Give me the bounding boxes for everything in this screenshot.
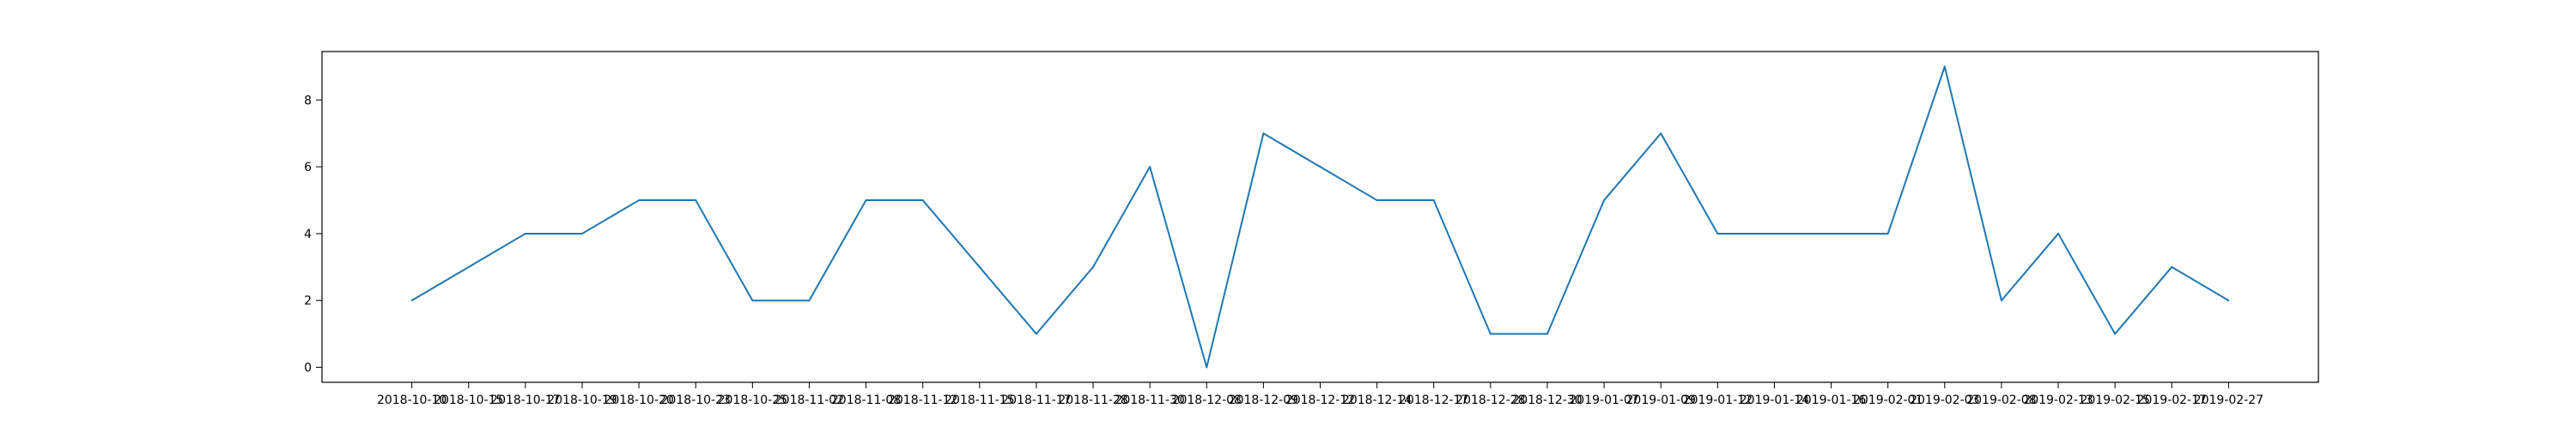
x-tick-label: 2018-11-12 xyxy=(888,393,957,407)
x-tick-label: 2018-12-14 xyxy=(1342,393,1412,407)
data-point xyxy=(751,299,754,302)
x-tick-label: 2018-10-17 xyxy=(490,393,560,407)
y-tick-label: 4 xyxy=(304,228,312,241)
y-tick-label: 8 xyxy=(304,94,312,107)
data-point xyxy=(410,299,413,302)
x-tick-label: 2019-01-14 xyxy=(1740,393,1809,407)
data-point xyxy=(2000,299,2002,302)
data-point xyxy=(1716,232,1719,235)
data-point xyxy=(978,265,981,268)
y-tick-label: 6 xyxy=(304,161,312,174)
x-tick-label: 2019-02-01 xyxy=(1853,393,1923,407)
x-axis: 2018-10-102018-10-152018-10-172018-10-19… xyxy=(377,382,2263,407)
x-tick-label: 2018-11-17 xyxy=(1001,393,1071,407)
data-point xyxy=(695,199,697,202)
x-tick-label: 2019-02-15 xyxy=(2080,393,2149,407)
data-point xyxy=(467,265,470,268)
data-point xyxy=(1546,332,1548,335)
data-point xyxy=(2114,332,2117,335)
data-point xyxy=(1773,232,1776,235)
data-point xyxy=(1206,366,1208,369)
data-point xyxy=(1830,232,1832,235)
x-tick-label: 2018-11-30 xyxy=(1115,393,1184,407)
x-tick-label: 2018-11-08 xyxy=(831,393,901,407)
x-tick-label: 2019-02-27 xyxy=(2194,393,2263,407)
x-tick-label: 2018-12-17 xyxy=(1399,393,1468,407)
x-tick-label: 2018-11-28 xyxy=(1058,393,1127,407)
x-tick-label: 2018-11-02 xyxy=(775,393,844,407)
data-point xyxy=(865,199,867,202)
x-tick-label: 2019-01-16 xyxy=(1796,393,1866,407)
x-tick-label: 2019-02-03 xyxy=(1910,393,1979,407)
plot-frame xyxy=(321,51,2319,383)
data-point xyxy=(1489,332,1492,335)
y-axis: 0 2 4 6 8 xyxy=(304,94,322,375)
x-tick-label: 2018-10-25 xyxy=(718,393,787,407)
data-point xyxy=(1886,232,1889,235)
data-point xyxy=(1262,132,1265,135)
data-point xyxy=(524,232,526,235)
data-point xyxy=(1432,199,1435,202)
x-tick-label: 2019-02-17 xyxy=(2137,393,2207,407)
x-tick-label: 2018-10-20 xyxy=(604,393,673,407)
x-tick-label: 2018-12-09 xyxy=(1229,393,1298,407)
x-tick-label: 2018-10-15 xyxy=(434,393,503,407)
x-tick-label: 2019-01-07 xyxy=(1569,393,1638,407)
data-point xyxy=(1660,132,1662,135)
x-tick-label: 2018-12-30 xyxy=(1512,393,1582,407)
data-point xyxy=(921,199,924,202)
x-tick-label: 2019-02-13 xyxy=(2023,393,2093,407)
data-point xyxy=(1376,199,1378,202)
x-tick-label: 2018-10-23 xyxy=(661,393,731,407)
data-point xyxy=(1603,199,1606,202)
data-point xyxy=(808,299,811,302)
data-point xyxy=(2227,299,2230,302)
x-tick-label: 2018-10-10 xyxy=(377,393,447,407)
x-tick-label: 2018-11-15 xyxy=(945,393,1014,407)
x-tick-label: 2018-12-08 xyxy=(1172,393,1242,407)
x-tick-label: 2019-01-12 xyxy=(1683,393,1753,407)
data-point xyxy=(1092,265,1095,268)
x-tick-label: 2018-12-12 xyxy=(1285,393,1355,407)
x-tick-label: 2019-02-08 xyxy=(1966,393,2036,407)
x-tick-label: 2018-12-28 xyxy=(1455,393,1525,407)
data-point xyxy=(1319,166,1321,168)
y-tick-label: 0 xyxy=(304,362,312,375)
y-tick-label: 2 xyxy=(304,295,312,308)
data-point xyxy=(2057,232,2060,235)
x-tick-label: 2019-01-09 xyxy=(1626,393,1696,407)
series-layer xyxy=(410,65,2230,369)
data-point xyxy=(580,232,583,235)
data-point xyxy=(1943,65,1946,68)
x-tick-label: 2018-10-19 xyxy=(547,393,617,407)
data-point xyxy=(1149,166,1151,168)
data-point xyxy=(2171,265,2173,268)
data-point xyxy=(638,199,641,202)
data-point xyxy=(1035,332,1037,335)
series-line xyxy=(411,65,2229,369)
